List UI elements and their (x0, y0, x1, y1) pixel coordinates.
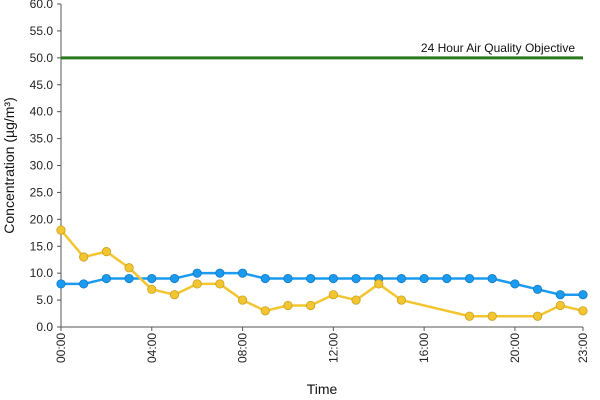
series-2-point (396, 295, 407, 305)
series-2-point (147, 284, 157, 294)
reference-line-group: 24 Hour Air Quality Objective (61, 41, 583, 60)
series-1-point (283, 273, 293, 284)
series-1-point (124, 273, 134, 284)
y-tick-label: 25.0 (30, 185, 54, 199)
series-1-point (169, 273, 180, 284)
series-2-point (464, 311, 475, 321)
series-2-point (306, 300, 316, 311)
y-axis-title: Concentration (µg/m³) (1, 97, 17, 233)
series-1-point (419, 273, 429, 284)
series-2-point (56, 225, 66, 235)
y-axis-ticks: 0.0 5.0 10.0 15.0 20.0 25.0 30.0 35.0 40.0 45.0 50… (30, 0, 61, 334)
series-1-point (510, 279, 520, 289)
y-tick-label: 30.0 (30, 159, 54, 173)
y-tick-label: 15.0 (30, 239, 54, 253)
y-tick-label: 40.0 (30, 105, 54, 119)
x-tick-label: 08:00 (236, 333, 250, 363)
series-1-point (101, 273, 111, 284)
series-2-point (192, 279, 202, 289)
x-tick-label: 23:00 (576, 333, 590, 363)
series-2-point (124, 263, 134, 273)
y-tick-label: 20.0 (30, 212, 54, 226)
x-tick-label: 12:00 (326, 333, 340, 363)
series-1-point (396, 273, 407, 284)
series-2-point (555, 300, 565, 311)
series-1 (56, 268, 588, 300)
series-2-point (101, 247, 111, 257)
y-tick-label: 60.0 (30, 0, 54, 11)
y-tick-label: 50.0 (30, 51, 54, 65)
y-tick-label: 5.0 (36, 293, 53, 307)
series-1-point (555, 290, 565, 300)
series-2-point (533, 311, 543, 321)
series-1-point (237, 268, 248, 278)
series-1-point (464, 273, 475, 284)
series-2-point (260, 306, 270, 316)
y-tick-label: 10.0 (30, 266, 54, 280)
series-1-point (192, 268, 202, 278)
series-1-point (487, 273, 497, 284)
y-tick-label: 55.0 (30, 24, 54, 38)
series-1-point (442, 273, 452, 284)
x-axis-title: Time (307, 381, 338, 397)
series-2-point (578, 306, 588, 316)
series-1-point (351, 273, 361, 284)
series-2-point (351, 295, 361, 305)
x-tick-label: 00:00 (54, 333, 68, 363)
series-2 (56, 225, 588, 321)
series-1-point (79, 279, 89, 289)
y-tick-label: 45.0 (30, 78, 54, 92)
series-1-point (578, 290, 588, 300)
y-tick-label: 35.0 (30, 132, 54, 146)
series-1-point (147, 273, 157, 284)
series-1-point (306, 273, 316, 284)
series-layer (56, 225, 588, 321)
series-1-point (328, 273, 338, 284)
series-2-point (169, 290, 180, 300)
x-tick-label: 20:00 (508, 333, 522, 363)
series-2-point (487, 311, 497, 321)
series-2-point (237, 295, 248, 305)
series-1-point (215, 268, 225, 278)
series-2-point (79, 252, 89, 262)
y-tick-label: 0.0 (36, 320, 53, 334)
series-1-point (260, 273, 270, 284)
series-2-point (374, 279, 384, 289)
air-quality-objective-label: 24 Hour Air Quality Objective (421, 41, 575, 55)
x-tick-label: 04:00 (145, 333, 159, 363)
x-tick-label: 16:00 (417, 333, 431, 363)
series-2-point (283, 300, 293, 311)
series-2-point (328, 290, 338, 300)
series-1-point (56, 279, 66, 289)
series-1-point (533, 284, 543, 294)
series-2-point (215, 279, 225, 289)
x-axis-ticks: 00:00 04:00 08:00 12:00 16:00 20:00 23:00 (54, 327, 590, 363)
series-2-line (60, 229, 584, 318)
